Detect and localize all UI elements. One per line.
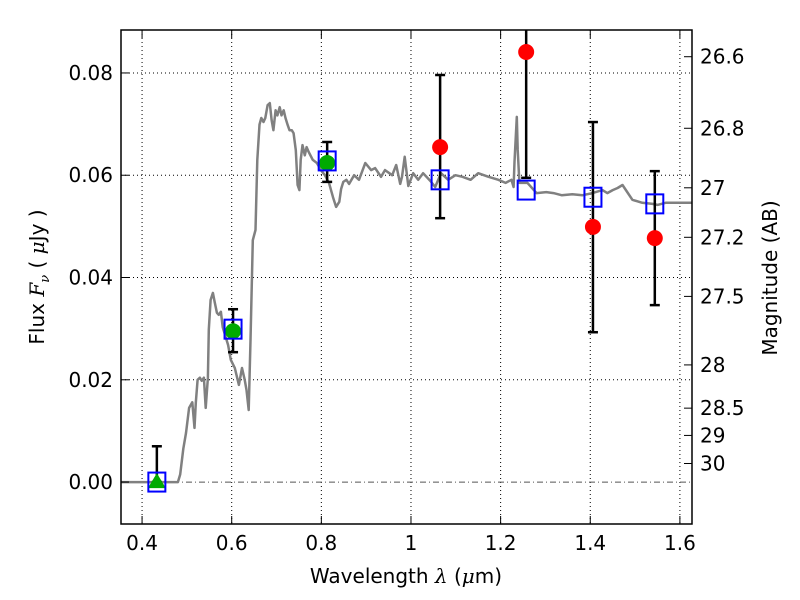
right-tick-label: 27.5: [700, 284, 745, 308]
y-axis-left: 0.00 0.02 0.04 0.06 0.08: [68, 61, 129, 494]
x-tick-label: 0.4: [126, 531, 158, 555]
x-axis-label-text: Wavelength: [310, 564, 435, 588]
model-square-marker: [583, 186, 603, 208]
x-axis-label-unit-end: m): [475, 564, 502, 588]
model-square-marker: [430, 169, 450, 191]
red-circle-marker: [646, 230, 663, 247]
model-square-marker: [645, 193, 665, 215]
y-tick-label: 0.06: [68, 163, 113, 187]
right-tick-label: 26.6: [700, 45, 745, 69]
triangle-marker: [147, 473, 166, 489]
y-axis-right-label: Magnitude (AB): [758, 200, 782, 355]
model-square-marker: [223, 318, 243, 340]
x-axis-label-unit: (: [448, 564, 462, 588]
y-tick-label: 0.08: [68, 61, 113, 85]
x-tick-label: 1: [405, 531, 418, 555]
red-circle-marker: [432, 139, 449, 156]
plot-background: [121, 30, 692, 524]
right-tick-label: 26.8: [700, 116, 745, 140]
x-tick-label: 0.6: [216, 531, 248, 555]
y-tick-label: 0.00: [68, 470, 113, 494]
model-square-marker: [516, 179, 536, 201]
y-tick-label: 0.02: [68, 368, 113, 392]
x-tick-label: 1.2: [485, 531, 517, 555]
x-tick-label: 0.8: [305, 531, 337, 555]
plot-frame: [120, 29, 693, 525]
model-square-marker: [317, 150, 337, 172]
y-axis-label-paren: (: [25, 254, 49, 275]
lambda-symbol: λ: [434, 564, 448, 588]
y-axis-label: Flux Fν ( μJy ): [25, 209, 53, 344]
right-tick-label: 30: [700, 451, 725, 475]
red-circle-marker: [518, 43, 535, 60]
plot-area: [121, 30, 692, 493]
x-axis: 0.4 0.6 0.8 1 1.2 1.4 1.6: [126, 30, 696, 555]
model-squares: [147, 150, 665, 493]
mu-symbol-y: μ: [25, 241, 49, 254]
f-nu-symbol: F: [25, 282, 49, 298]
right-tick-label: 28.5: [700, 396, 745, 420]
right-tick-label: 29: [700, 423, 725, 447]
circle-marker: [319, 154, 336, 171]
x-tick-label: 1.4: [574, 531, 606, 555]
y-axis-right: 26.6 26.8 27 27.2 27.5 28 28.5 29 30: [684, 45, 745, 475]
y-axis-label-unit: Jy ): [25, 209, 49, 243]
x-axis-label: Wavelength λ (μm): [310, 564, 502, 588]
circle-marker: [225, 323, 242, 340]
y-axis-label-text: Flux: [25, 297, 49, 345]
nu-subscript: ν: [38, 275, 53, 283]
right-tick-label: 28: [700, 353, 725, 377]
red-circle-marker: [584, 218, 601, 235]
x-tick-label: 1.6: [664, 531, 696, 555]
right-tick-label: 27: [700, 176, 725, 200]
mu-symbol: μ: [462, 564, 475, 588]
right-tick-label: 27.2: [700, 225, 745, 249]
model-square-marker: [147, 471, 167, 493]
red-markers: [432, 43, 663, 247]
y-tick-label: 0.04: [68, 266, 113, 290]
green-markers: [147, 154, 336, 489]
